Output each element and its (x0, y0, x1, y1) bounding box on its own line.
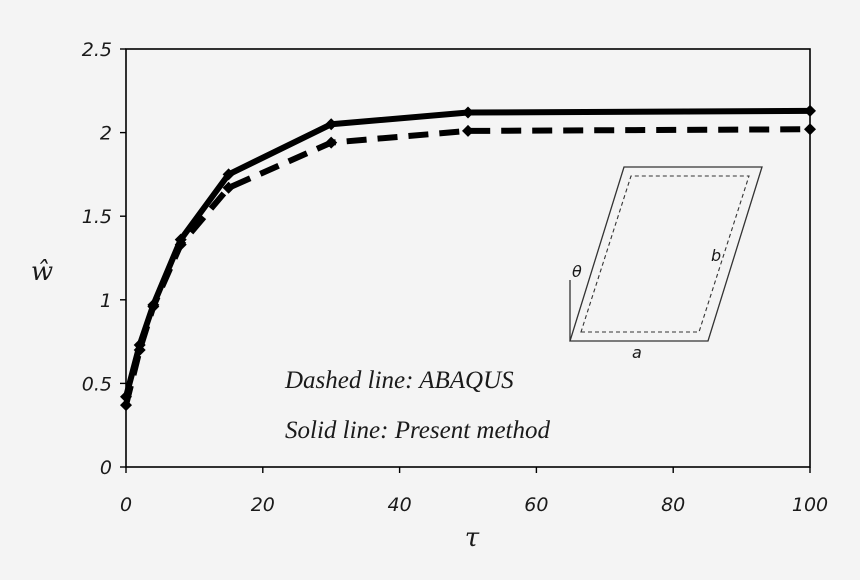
dashed-series-point (462, 124, 474, 137)
series-layer (120, 104, 816, 412)
annotation-dashed: Dashed line: ABAQUS (284, 367, 514, 394)
skew-plate-inset: θ b a (569, 166, 763, 362)
x-tick-label: 20 (251, 494, 275, 516)
plate-inner-dashed (580, 175, 750, 333)
solid-series-point (174, 233, 187, 246)
y-axis-title: ŵ (31, 257, 53, 287)
x-axis-ticks: 0 20 40 60 80 100 (120, 467, 828, 516)
solid-series-point (147, 298, 160, 311)
y-tick-label: 0.5 (82, 373, 112, 395)
plate-side-a-label: a (632, 343, 642, 362)
y-tick-label: 1 (100, 290, 112, 312)
y-tick-label: 2 (100, 123, 112, 145)
dashed-series-point (325, 136, 338, 149)
solid-series-point (133, 338, 146, 351)
dashed-series-point (120, 399, 132, 412)
x-tick-label: 100 (792, 494, 828, 516)
solid-series-point (222, 168, 235, 181)
y-tick-label: 2.5 (82, 39, 112, 61)
solid-series-point (325, 118, 338, 131)
solid-series-point (120, 390, 132, 403)
solid-series-point (462, 106, 474, 119)
plate-side-b-label: b (711, 246, 721, 265)
series-solid-line (123, 107, 811, 398)
x-tick-label: 60 (524, 494, 548, 516)
x-tick-label: 80 (661, 494, 685, 516)
dashed-series-point (222, 181, 235, 194)
dashed-series-point (804, 123, 816, 136)
x-axis-title: τ (465, 523, 480, 553)
plot-frame (125, 48, 811, 468)
y-tick-label: 1.5 (82, 206, 112, 228)
plate-angle-label: θ (572, 262, 582, 281)
y-tick-label: 0 (100, 457, 112, 479)
plate-outline (569, 166, 763, 342)
annotation-solid: Solid line: Present method (285, 417, 550, 444)
x-tick-label: 40 (388, 494, 412, 516)
solid-series-point (804, 104, 816, 117)
x-tick-label: 0 (120, 494, 132, 516)
y-axis-ticks: 0 0.5 1 1.5 2 2.5 (82, 39, 126, 479)
